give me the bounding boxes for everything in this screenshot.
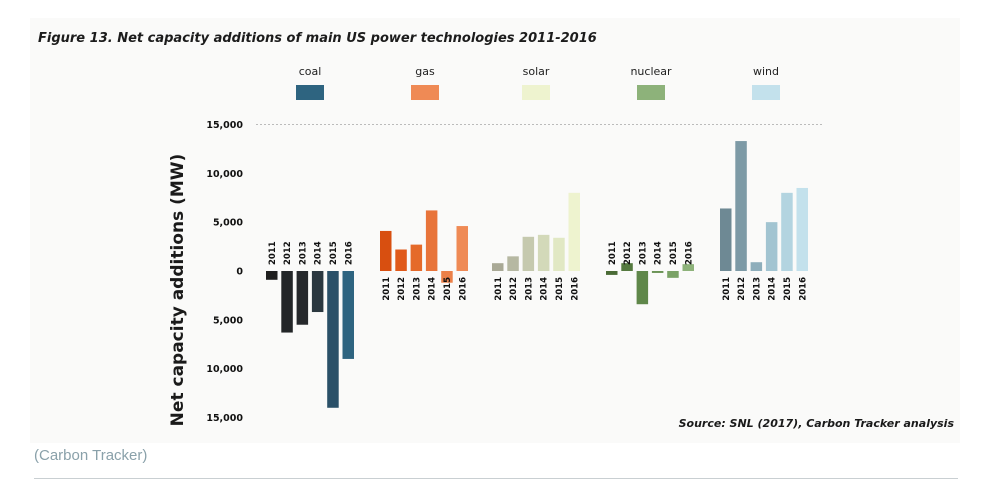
legend-label-gas: gas	[415, 65, 435, 78]
y-axis: 15,000 10,000 5,000 0 5,000 10,000 15,000	[206, 120, 243, 424]
year-label-wind-2016: 2016	[798, 277, 808, 301]
year-label-nuclear-2013: 2013	[638, 241, 648, 265]
y-tick-label: 15,000	[206, 120, 243, 131]
bar-nuclear-2013	[636, 271, 649, 305]
legend-label-nuclear: nuclear	[630, 65, 672, 78]
bar-nuclear-2012	[621, 263, 633, 271]
year-label-coal-2015: 2015	[329, 241, 339, 265]
bar-coal-2011	[266, 271, 278, 280]
legend-swatch-gas	[411, 85, 439, 100]
y-tick-label: 0	[236, 267, 243, 278]
year-label-solar-2014: 2014	[540, 277, 550, 301]
year-label-nuclear-2015: 2015	[669, 241, 679, 265]
year-label-wind-2013: 2013	[752, 277, 762, 301]
y-tick-label: 10,000	[206, 364, 243, 375]
y-axis-label: Net capacity additions (MW)	[168, 154, 188, 427]
year-label-coal-2016: 2016	[344, 241, 354, 265]
year-label-wind-2012: 2012	[737, 277, 747, 301]
year-label-solar-2012: 2012	[509, 277, 519, 301]
legend-label-solar: solar	[523, 65, 550, 78]
year-label-gas-2013: 2013	[412, 277, 422, 301]
year-label-coal-2013: 2013	[298, 241, 308, 265]
bar-gas-2011	[380, 230, 392, 271]
year-label-coal-2014: 2014	[314, 241, 324, 265]
caption-divider	[34, 478, 958, 479]
bar-solar-2013	[522, 236, 535, 271]
year-label-solar-2015: 2015	[555, 277, 565, 301]
legend-swatch-wind	[752, 85, 780, 100]
bar-gas-2016	[456, 226, 468, 271]
year-label-nuclear-2016: 2016	[684, 241, 694, 265]
year-label-gas-2014: 2014	[428, 277, 438, 301]
bar-wind-2013	[750, 262, 763, 271]
y-tick-label: 5,000	[213, 218, 243, 229]
year-label-gas-2011: 2011	[382, 277, 392, 301]
chart-bars	[266, 141, 808, 408]
year-label-solar-2016: 2016	[570, 277, 580, 301]
bar-coal-2015	[327, 271, 339, 408]
bar-solar-2014	[537, 234, 550, 271]
bar-wind-2011	[720, 208, 732, 271]
year-label-gas-2012: 2012	[397, 277, 407, 301]
legend-swatch-nuclear	[637, 85, 665, 100]
chart-title: Figure 13. Net capacity additions of mai…	[38, 31, 597, 46]
year-label-wind-2014: 2014	[768, 277, 778, 301]
bar-coal-2013	[296, 271, 309, 325]
bar-coal-2016	[342, 271, 354, 359]
bar-wind-2012	[735, 141, 747, 271]
bar-solar-2012	[507, 256, 519, 271]
bar-nuclear-2016	[682, 264, 694, 271]
y-tick-label: 10,000	[206, 169, 243, 180]
bar-nuclear-2014	[651, 271, 664, 273]
bar-nuclear-2015	[667, 271, 679, 278]
bar-solar-2011	[492, 263, 504, 271]
bar-coal-2014	[311, 271, 324, 313]
legend-swatch-coal	[296, 85, 324, 100]
year-labels: 2011 2012 2013 2014 2015 2016 2011 2012 2013 2014…	[268, 241, 809, 300]
y-tick-label: 5,000	[213, 315, 243, 326]
chart-figure: Figure 13. Net capacity additions of mai…	[30, 18, 960, 443]
year-label-solar-2011: 2011	[494, 277, 504, 301]
figure-caption: (Carbon Tracker)	[34, 447, 148, 464]
bar-wind-2014	[765, 222, 778, 271]
year-label-solar-2013: 2013	[524, 277, 534, 301]
year-label-nuclear-2012: 2012	[623, 241, 633, 265]
bar-gas-2013	[410, 244, 423, 271]
bar-solar-2016	[568, 192, 580, 271]
bar-gas-2012	[395, 249, 407, 271]
legend-swatch-solar	[522, 85, 550, 100]
year-label-wind-2015: 2015	[783, 277, 793, 301]
year-label-gas-2016: 2016	[458, 277, 468, 301]
year-label-wind-2011: 2011	[722, 277, 732, 301]
y-tick-label: 15,000	[206, 413, 243, 424]
bar-gas-2015	[441, 271, 453, 283]
bar-wind-2015	[781, 192, 793, 271]
chart-canvas: Figure 13. Net capacity additions of mai…	[38, 31, 955, 430]
year-label-nuclear-2011: 2011	[608, 241, 618, 265]
legend-label-coal: coal	[299, 65, 322, 78]
chart-legend: coal gas solar nuclear wind	[296, 65, 780, 100]
chart-source: Source: SNL (2017), Carbon Tracker analy…	[679, 417, 955, 430]
year-label-coal-2012: 2012	[283, 241, 293, 265]
year-label-gas-2015: 2015	[443, 277, 453, 301]
bar-nuclear-2011	[606, 271, 618, 275]
year-label-coal-2011: 2011	[268, 241, 278, 265]
legend-label-wind: wind	[753, 65, 779, 78]
year-label-nuclear-2014: 2014	[654, 241, 664, 265]
bar-coal-2012	[281, 271, 293, 333]
bar-gas-2014	[425, 210, 438, 271]
bar-wind-2016	[796, 187, 808, 271]
bar-solar-2015	[553, 237, 565, 271]
